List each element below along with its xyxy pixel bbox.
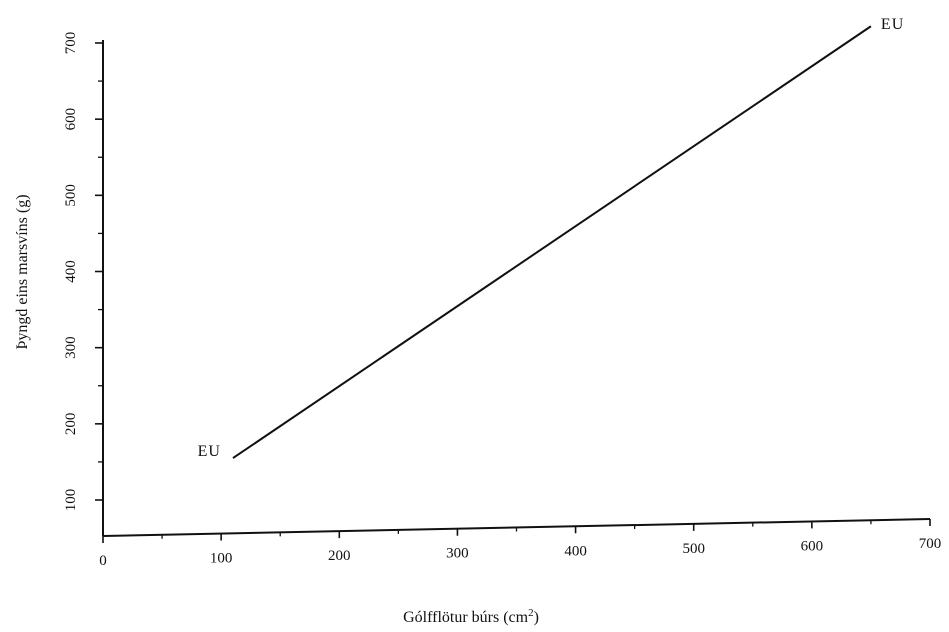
series-layer [232,25,872,459]
y-axis-title: Þyngd eins marsvíns (g) [14,194,31,349]
x-tick-label: 100 [210,551,233,567]
x-tick-label: 500 [682,541,705,557]
annotation-layer: EU EU [198,16,904,460]
x-tick-label: 600 [801,538,824,554]
endpoint-label: EU [881,16,904,33]
x-tick-label: 700 [919,536,942,552]
y-tick-label: 200 [63,413,79,436]
y-tick-label: 400 [63,260,79,283]
y-tick-label: 300 [63,336,79,359]
axes [102,40,931,537]
y-tick-label: 500 [63,184,79,207]
endpoint-label: EU [198,443,221,460]
x-axis-title-sup: 2 [528,607,534,619]
x-axis-title: Gólfflötur búrs (cm2) [403,607,539,626]
x-axis-title-end: ) [534,609,539,626]
y-tick-label: 700 [63,32,79,55]
y-tick-label: 100 [63,489,79,512]
y-tick-label: 600 [63,108,79,130]
x-ticks: 0 100 200 300 400 500 600 700 [99,519,941,569]
y-ticks: 100 200 300 400 500 600 700 [63,32,103,512]
x-tick-label: 300 [446,546,469,562]
x-tick-label: 0 [99,553,107,569]
x-axis-title-main: Gólfflötur búrs (cm [403,609,529,626]
series-line [232,25,872,459]
x-tick-label: 200 [328,548,351,564]
x-tick-label: 400 [564,543,587,559]
